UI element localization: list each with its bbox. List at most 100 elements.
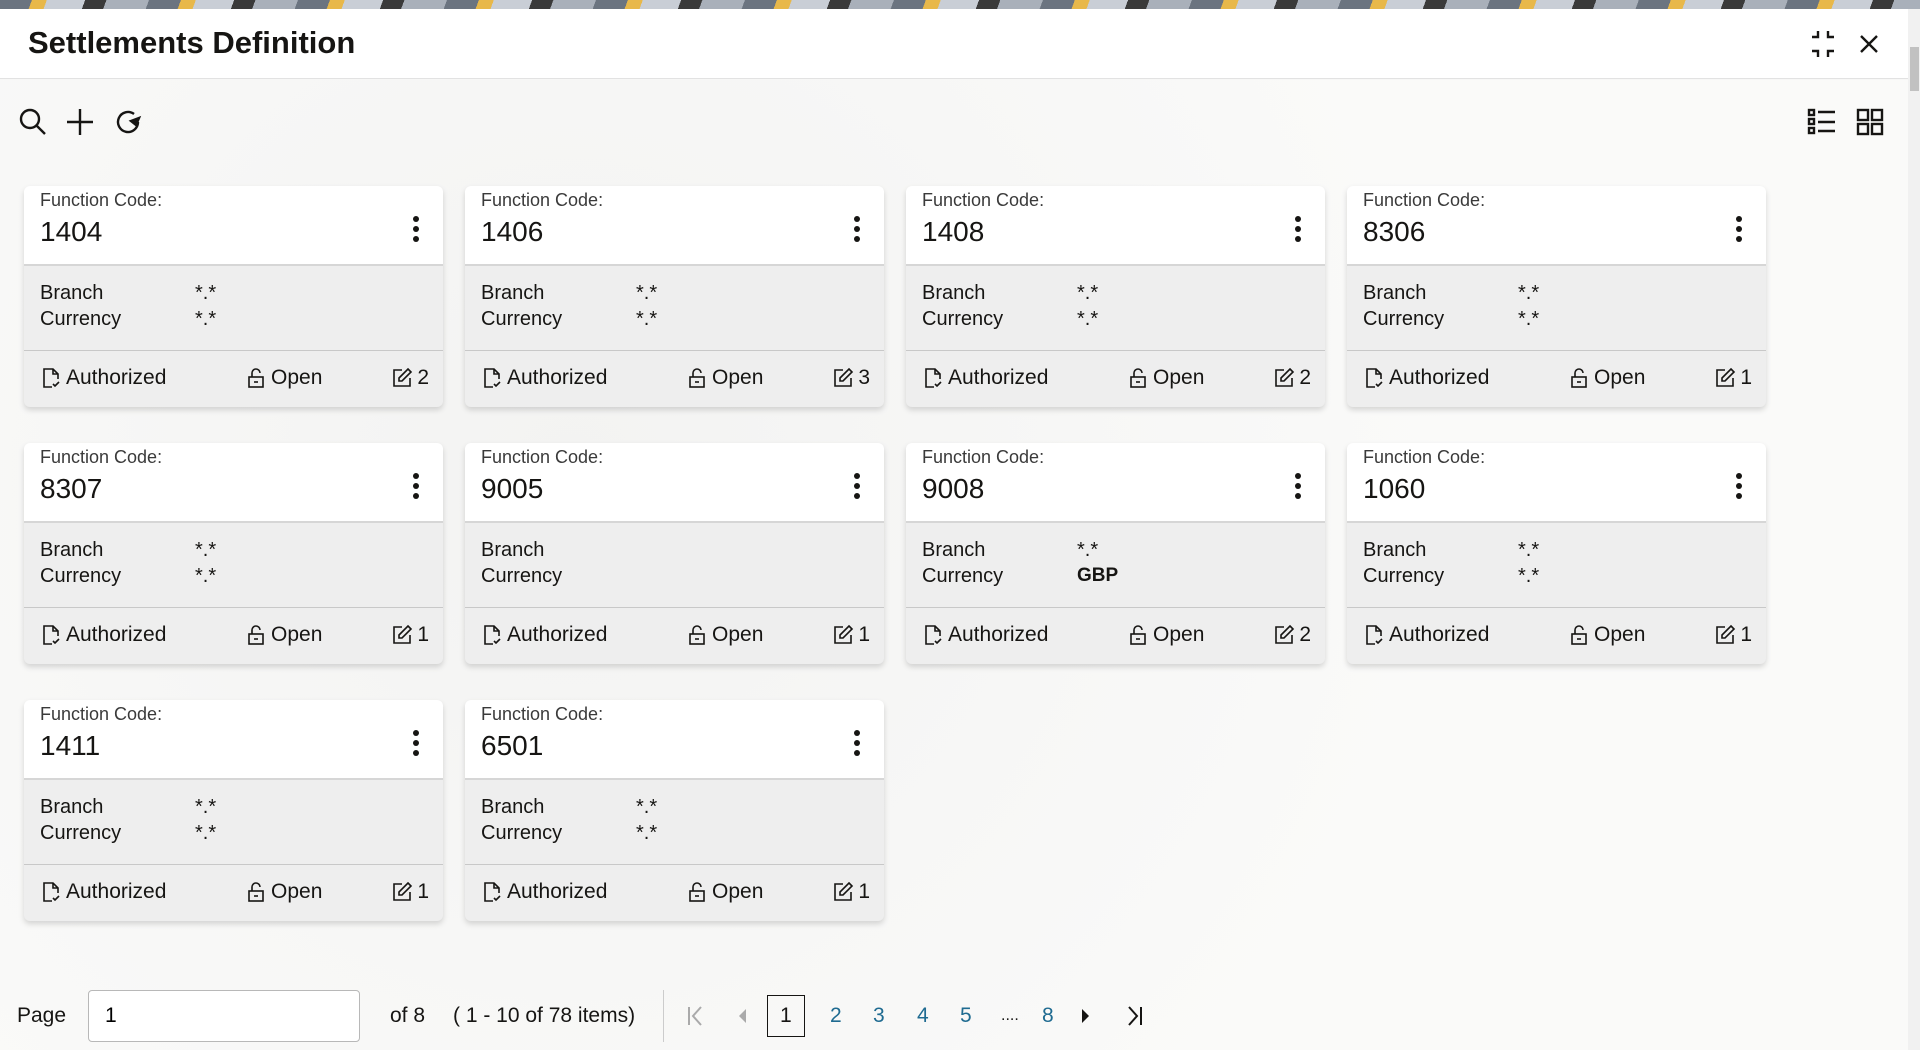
edit-count-value: 1: [858, 880, 870, 903]
more-options-icon[interactable]: [1734, 216, 1744, 246]
settlement-card[interactable]: Function Code: 6501 Branch *.* Currency *.* Au…: [465, 700, 884, 921]
more-options-icon[interactable]: [411, 473, 421, 503]
settlement-card[interactable]: Function Code: 1404 Branch *.* Currency *.* Au…: [24, 186, 443, 407]
function-code-value: 6501: [481, 730, 544, 761]
function-code-label: Function Code:: [40, 190, 163, 210]
last-page-icon[interactable]: [1122, 1004, 1146, 1028]
unlock-icon: [689, 368, 705, 388]
branch-label: Branch: [922, 539, 986, 561]
scrollbar[interactable]: [1908, 9, 1920, 1050]
currency-label: Currency: [922, 308, 1004, 330]
branch-label: Branch: [40, 796, 104, 818]
more-options-icon[interactable]: [1734, 473, 1744, 503]
list-view-icon[interactable]: [1806, 106, 1838, 138]
branch-label: Branch: [481, 796, 545, 818]
document-check-icon: [484, 882, 501, 902]
currency-value: *.*: [636, 822, 658, 844]
function-code-value: 9005: [481, 473, 544, 504]
scrollbar-thumb[interactable]: [1910, 47, 1919, 91]
branch-value: *.*: [1518, 282, 1540, 304]
page-link-2[interactable]: 2: [830, 1004, 842, 1027]
edit-icon: [393, 881, 413, 901]
card-header: Function Code: 1406: [465, 186, 884, 266]
search-icon[interactable]: [17, 106, 49, 138]
page-current[interactable]: 1: [767, 995, 805, 1037]
unlock-icon: [689, 625, 705, 645]
authorized-label: Authorized: [948, 366, 1049, 389]
more-options-icon[interactable]: [411, 216, 421, 246]
grid-view-icon[interactable]: [1854, 106, 1886, 138]
collapse-icon[interactable]: [1806, 27, 1840, 61]
open-status: Open: [686, 880, 763, 904]
page-link-3[interactable]: 3: [873, 1004, 885, 1027]
page-link-5[interactable]: 5: [960, 1004, 972, 1027]
open-label: Open: [1594, 366, 1646, 389]
open-label: Open: [712, 623, 764, 646]
currency-label: Currency: [40, 822, 122, 844]
edit-count[interactable]: 1: [832, 623, 870, 647]
settlement-card[interactable]: Function Code: 1411 Branch *.* Currency *.* Au…: [24, 700, 443, 921]
card-footer: Authorized Open 1: [24, 607, 443, 664]
page-link-4[interactable]: 4: [917, 1004, 929, 1027]
open-status: Open: [1568, 623, 1645, 647]
function-code-value: 8306: [1363, 216, 1426, 247]
document-check-icon: [43, 882, 60, 902]
more-options-icon[interactable]: [1293, 216, 1303, 246]
unlock-icon: [1130, 625, 1146, 645]
authorized-label: Authorized: [1389, 366, 1490, 389]
more-options-icon[interactable]: [411, 730, 421, 760]
page-link-8[interactable]: 8: [1042, 1004, 1054, 1027]
open-label: Open: [271, 623, 323, 646]
branch-label: Branch: [1363, 282, 1427, 304]
previous-page-icon[interactable]: [735, 1006, 751, 1026]
settlement-card[interactable]: Function Code: 1408 Branch *.* Currency *.* Au…: [906, 186, 1325, 407]
currency-value: *.*: [195, 822, 217, 844]
edit-count[interactable]: 2: [1273, 366, 1311, 390]
open-label: Open: [271, 880, 323, 903]
page-count: of 8: [390, 1004, 426, 1027]
currency-value: *.*: [1077, 308, 1099, 330]
unlock-icon: [1571, 368, 1587, 388]
add-icon[interactable]: [64, 106, 96, 138]
currency-value: *.*: [1518, 308, 1540, 330]
branch-label: Branch: [481, 282, 545, 304]
edit-count[interactable]: 1: [1714, 366, 1752, 390]
edit-count[interactable]: 2: [391, 366, 429, 390]
settlement-card[interactable]: Function Code: 9008 Branch *.* Currency GBP Au…: [906, 443, 1325, 664]
settlement-card[interactable]: Function Code: 9005 Branch Currency Authoriz…: [465, 443, 884, 664]
settlement-card[interactable]: Function Code: 1060 Branch *.* Currency *.* Au…: [1347, 443, 1766, 664]
settlement-card[interactable]: Function Code: 8306 Branch *.* Currency *.* Au…: [1347, 186, 1766, 407]
next-page-icon[interactable]: [1077, 1006, 1093, 1026]
more-options-icon[interactable]: [852, 216, 862, 246]
edit-icon: [834, 624, 854, 644]
authorized-label: Authorized: [66, 880, 167, 903]
function-code-value: 1408: [922, 216, 985, 247]
function-code-value: 9008: [922, 473, 985, 504]
edit-count[interactable]: 1: [391, 623, 429, 647]
edit-count[interactable]: 1: [1714, 623, 1752, 647]
edit-icon: [834, 881, 854, 901]
settlement-card[interactable]: Function Code: 8307 Branch *.* Currency *.* Au…: [24, 443, 443, 664]
more-options-icon[interactable]: [1293, 473, 1303, 503]
edit-count-value: 2: [1299, 366, 1311, 389]
authorized-status: Authorized: [1363, 623, 1489, 647]
edit-count[interactable]: 2: [1273, 623, 1311, 647]
more-options-icon[interactable]: [852, 730, 862, 760]
open-label: Open: [1153, 366, 1205, 389]
first-page-icon[interactable]: [684, 1004, 708, 1028]
refresh-icon[interactable]: [112, 106, 144, 138]
edit-count[interactable]: 3: [832, 366, 870, 390]
page-input[interactable]: [88, 990, 360, 1042]
edit-icon: [1716, 624, 1736, 644]
unlock-icon: [1130, 368, 1146, 388]
close-icon[interactable]: [1852, 27, 1886, 61]
settlement-card[interactable]: Function Code: 1406 Branch *.* Currency *.* Au…: [465, 186, 884, 407]
currency-value: *.*: [1518, 565, 1540, 587]
more-options-icon[interactable]: [852, 473, 862, 503]
document-check-icon: [484, 368, 501, 388]
authorized-status: Authorized: [922, 366, 1048, 390]
edit-count[interactable]: 1: [832, 880, 870, 904]
currency-value: *.*: [636, 308, 658, 330]
edit-count[interactable]: 1: [391, 880, 429, 904]
branch-value: *.*: [636, 282, 658, 304]
